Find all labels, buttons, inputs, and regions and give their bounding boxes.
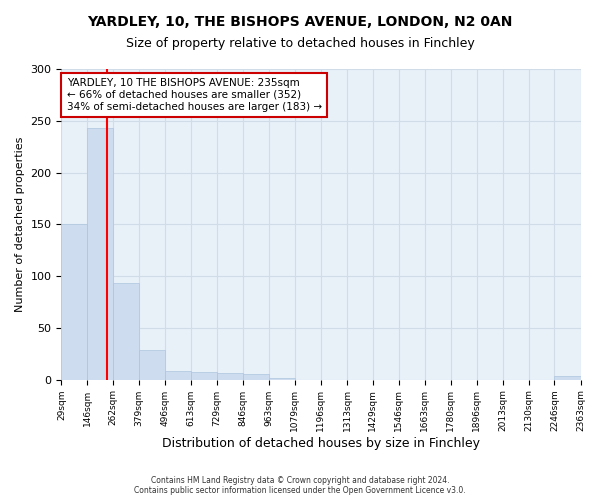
Bar [554,376,581,380]
Bar [243,374,269,380]
Text: Size of property relative to detached houses in Finchley: Size of property relative to detached ho… [125,38,475,51]
Bar [191,372,217,380]
Bar [139,350,165,380]
Text: Contains HM Land Registry data © Crown copyright and database right 2024.
Contai: Contains HM Land Registry data © Crown c… [134,476,466,495]
Text: YARDLEY, 10, THE BISHOPS AVENUE, LONDON, N2 0AN: YARDLEY, 10, THE BISHOPS AVENUE, LONDON,… [88,15,512,29]
Bar [61,224,88,380]
X-axis label: Distribution of detached houses by size in Finchley: Distribution of detached houses by size … [162,437,480,450]
Text: YARDLEY, 10 THE BISHOPS AVENUE: 235sqm
← 66% of detached houses are smaller (352: YARDLEY, 10 THE BISHOPS AVENUE: 235sqm ←… [67,78,322,112]
Bar [269,378,295,380]
Y-axis label: Number of detached properties: Number of detached properties [15,136,25,312]
Bar [217,374,243,380]
Bar [113,284,139,380]
Bar [165,372,191,380]
Bar [88,128,113,380]
